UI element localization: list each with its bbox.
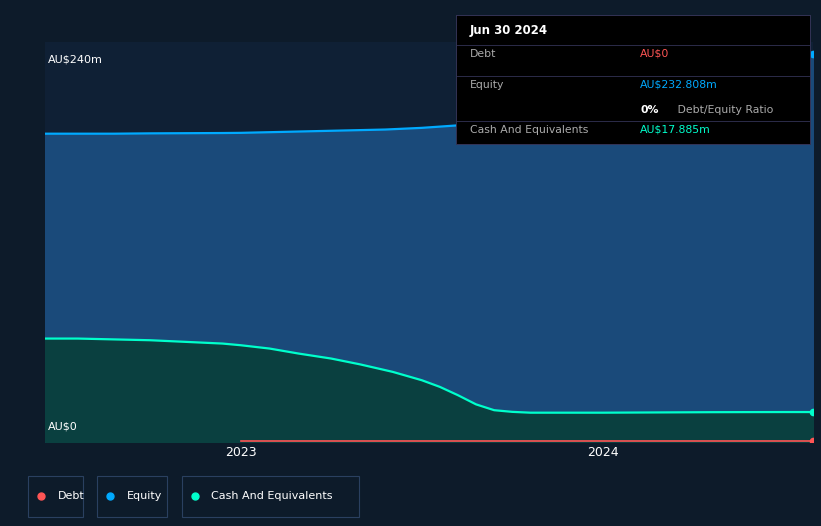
Text: AU$0: AU$0 bbox=[640, 49, 669, 59]
Text: AU$17.885m: AU$17.885m bbox=[640, 125, 711, 135]
Text: Equity: Equity bbox=[127, 491, 163, 501]
Text: AU$240m: AU$240m bbox=[48, 54, 103, 64]
Text: Equity: Equity bbox=[470, 80, 504, 90]
Text: Debt: Debt bbox=[57, 491, 85, 501]
FancyBboxPatch shape bbox=[98, 476, 167, 517]
Text: Cash And Equivalents: Cash And Equivalents bbox=[470, 125, 588, 135]
Text: Debt: Debt bbox=[470, 49, 496, 59]
FancyBboxPatch shape bbox=[182, 476, 360, 517]
Text: Jun 30 2024: Jun 30 2024 bbox=[470, 24, 548, 37]
Text: AU$232.808m: AU$232.808m bbox=[640, 80, 718, 90]
FancyBboxPatch shape bbox=[28, 476, 83, 517]
Text: Debt/Equity Ratio: Debt/Equity Ratio bbox=[674, 105, 773, 116]
Text: AU$0: AU$0 bbox=[48, 422, 77, 432]
Text: 0%: 0% bbox=[640, 105, 658, 116]
Text: Cash And Equivalents: Cash And Equivalents bbox=[212, 491, 333, 501]
